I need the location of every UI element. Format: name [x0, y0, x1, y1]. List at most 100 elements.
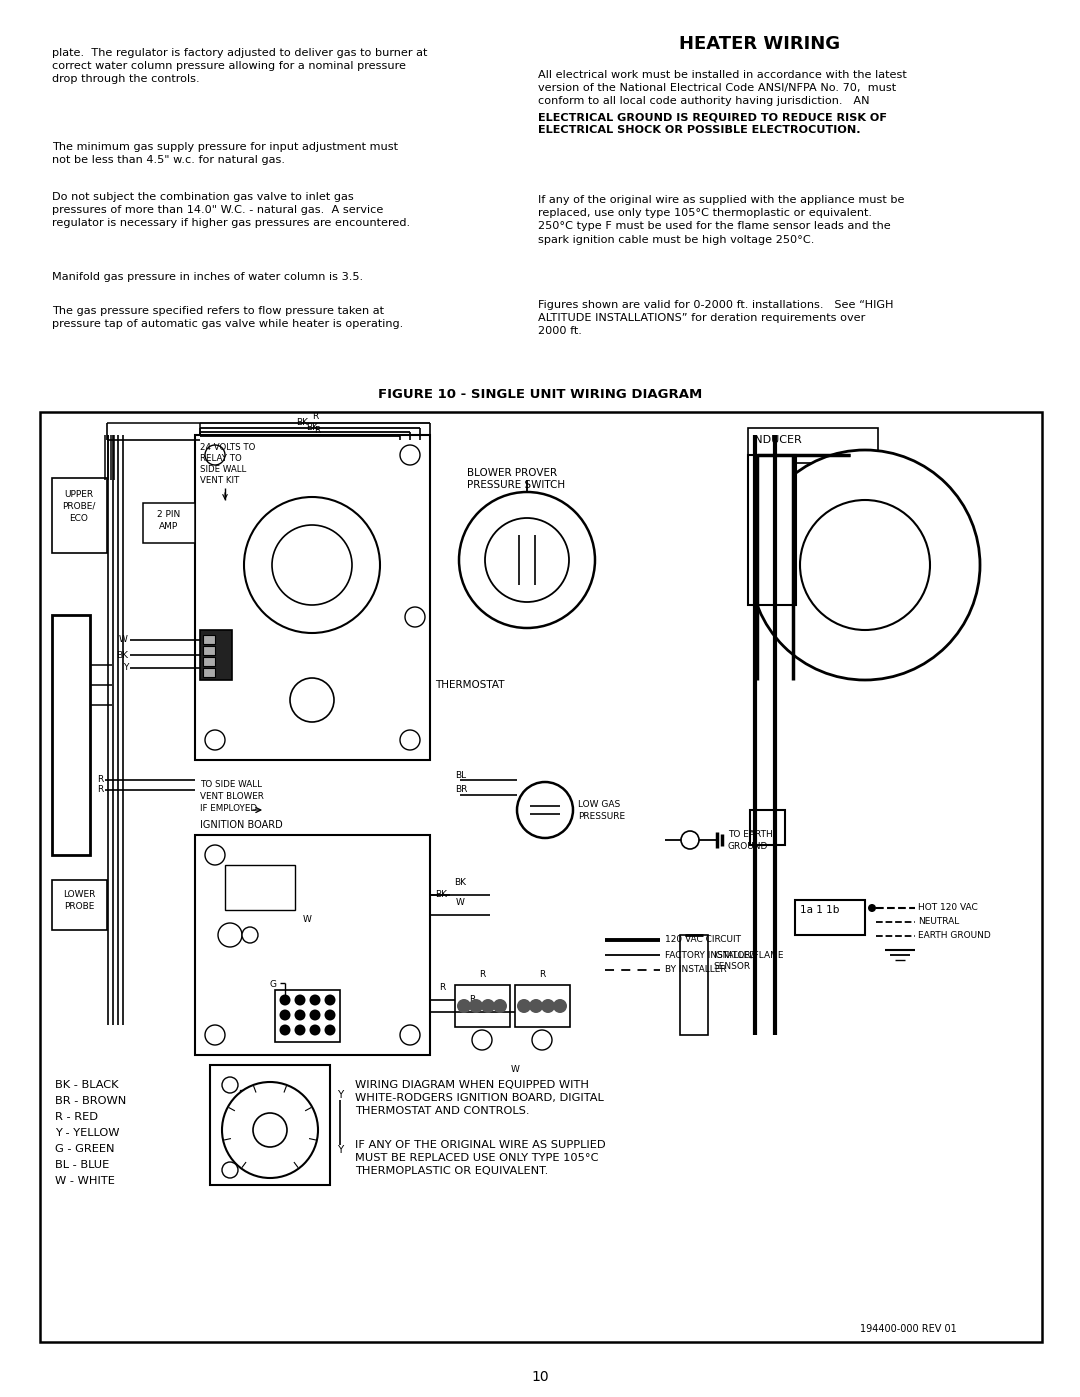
Bar: [52, 478, 107, 553]
Circle shape: [517, 782, 573, 838]
Text: 120 VAC CIRCUIT: 120 VAC CIRCUIT: [665, 936, 741, 944]
Circle shape: [457, 999, 471, 1013]
Bar: [52, 615, 90, 855]
Circle shape: [459, 492, 595, 629]
Text: NEUTRAL: NEUTRAL: [918, 918, 959, 926]
Bar: [203, 645, 215, 655]
Circle shape: [222, 1077, 238, 1092]
Text: FACTORY INSTALLED: FACTORY INSTALLED: [665, 950, 756, 960]
Circle shape: [295, 1010, 306, 1020]
Text: plate.  The regulator is factory adjusted to deliver gas to burner at
correct wa: plate. The regulator is factory adjusted…: [52, 47, 428, 84]
Circle shape: [205, 446, 225, 465]
Circle shape: [472, 1030, 492, 1051]
Text: TO SIDE WALL: TO SIDE WALL: [200, 780, 262, 789]
Bar: [795, 900, 865, 935]
Circle shape: [802, 502, 928, 629]
Bar: [195, 434, 430, 760]
Circle shape: [310, 1010, 321, 1020]
Text: The gas pressure specified refers to flow pressure taken at
pressure tap of auto: The gas pressure specified refers to flo…: [52, 306, 403, 330]
Text: All electrical work must be installed in accordance with the latest
version of t: All electrical work must be installed in…: [538, 70, 907, 106]
Circle shape: [310, 1024, 321, 1035]
Text: Y - YELLOW: Y - YELLOW: [55, 1127, 120, 1139]
Text: R: R: [438, 983, 445, 992]
Text: BK: BK: [116, 651, 129, 659]
Text: BK - BLACK: BK - BLACK: [55, 1080, 119, 1090]
Circle shape: [400, 731, 420, 750]
Bar: [52, 880, 107, 930]
Bar: [455, 985, 510, 1027]
Text: 2 PIN
AMP: 2 PIN AMP: [158, 510, 180, 531]
Text: R - RED: R - RED: [55, 1112, 98, 1122]
Bar: [40, 412, 1042, 1343]
Circle shape: [868, 904, 876, 912]
Text: BR - BROWN: BR - BROWN: [55, 1097, 126, 1106]
Circle shape: [253, 1113, 287, 1147]
Text: EARTH GROUND: EARTH GROUND: [918, 932, 990, 940]
Text: BK: BK: [435, 890, 447, 900]
Circle shape: [750, 450, 980, 680]
Circle shape: [485, 518, 569, 602]
Bar: [515, 985, 570, 1027]
Text: W: W: [119, 636, 129, 644]
Circle shape: [405, 608, 426, 627]
Text: G - GREEN: G - GREEN: [55, 1144, 114, 1154]
Circle shape: [469, 999, 483, 1013]
Circle shape: [280, 1024, 291, 1035]
Circle shape: [222, 1083, 318, 1178]
Text: W - WHITE: W - WHITE: [55, 1176, 114, 1186]
Bar: [203, 636, 215, 644]
Text: INDUCER: INDUCER: [752, 434, 802, 446]
Bar: [748, 427, 878, 462]
Circle shape: [400, 1025, 420, 1045]
Text: LOWER
PROBE: LOWER PROBE: [63, 890, 95, 911]
Bar: [748, 455, 796, 605]
Text: 10: 10: [531, 1370, 549, 1384]
Circle shape: [205, 1025, 225, 1045]
Text: BK: BK: [296, 418, 308, 427]
Text: W: W: [456, 898, 464, 907]
Text: 1a 1 1b: 1a 1 1b: [800, 905, 839, 915]
Text: BL - BLUE: BL - BLUE: [55, 1160, 109, 1171]
Bar: [225, 865, 295, 909]
Circle shape: [242, 928, 258, 943]
Circle shape: [324, 995, 336, 1006]
Text: WIRING DIAGRAM WHEN EQUIPPED WITH
WHITE-RODGERS IGNITION BOARD, DIGITAL
THERMOST: WIRING DIAGRAM WHEN EQUIPPED WITH WHITE-…: [355, 1080, 604, 1116]
Circle shape: [532, 1030, 552, 1051]
Text: 24 VOLTS TO: 24 VOLTS TO: [200, 443, 255, 453]
Text: FIGURE 10 - SINGLE UNIT WIRING DIAGRAM: FIGURE 10 - SINGLE UNIT WIRING DIAGRAM: [378, 388, 702, 401]
Circle shape: [280, 995, 291, 1006]
Circle shape: [517, 999, 531, 1013]
Text: Do not subject the combination gas valve to inlet gas
pressures of more than 14.: Do not subject the combination gas valve…: [52, 191, 410, 228]
Text: IF EMPLOYED: IF EMPLOYED: [200, 805, 257, 813]
Text: IGNITOR/FLAME: IGNITOR/FLAME: [713, 950, 783, 958]
Text: VENT BLOWER: VENT BLOWER: [200, 792, 264, 800]
Text: Y: Y: [123, 664, 129, 672]
Text: R: R: [97, 785, 103, 795]
Text: The minimum gas supply pressure for input adjustment must
not be less than 4.5" : The minimum gas supply pressure for inpu…: [52, 142, 399, 165]
Circle shape: [481, 999, 495, 1013]
Bar: [203, 668, 215, 678]
Bar: [680, 935, 708, 1035]
Circle shape: [291, 678, 334, 722]
Bar: [200, 630, 232, 680]
Circle shape: [295, 995, 306, 1006]
Text: ELECTRICAL GROUND IS REQUIRED TO REDUCE RISK OF
ELECTRICAL SHOCK OR POSSIBLE ELE: ELECTRICAL GROUND IS REQUIRED TO REDUCE …: [538, 112, 887, 136]
Circle shape: [541, 999, 555, 1013]
Bar: [240, 1090, 262, 1140]
Bar: [210, 1065, 330, 1185]
Text: R: R: [539, 970, 545, 979]
Text: IGNITION BOARD: IGNITION BOARD: [200, 820, 283, 830]
Text: Y: Y: [337, 1090, 343, 1099]
Text: SENSOR: SENSOR: [713, 963, 751, 971]
Circle shape: [400, 446, 420, 465]
Text: PRESSURE SWITCH: PRESSURE SWITCH: [467, 481, 565, 490]
Bar: [195, 835, 430, 1055]
Circle shape: [681, 831, 699, 849]
Bar: [143, 503, 195, 543]
Circle shape: [218, 923, 242, 947]
Text: BK: BK: [306, 423, 318, 432]
Text: Figures shown are valid for 0-2000 ft. installations.   See “HIGH
ALTITUDE INSTA: Figures shown are valid for 0-2000 ft. i…: [538, 300, 893, 337]
Text: BL: BL: [455, 771, 467, 780]
Circle shape: [272, 525, 352, 605]
Text: Manifold gas pressure in inches of water column is 3.5.: Manifold gas pressure in inches of water…: [52, 272, 363, 282]
